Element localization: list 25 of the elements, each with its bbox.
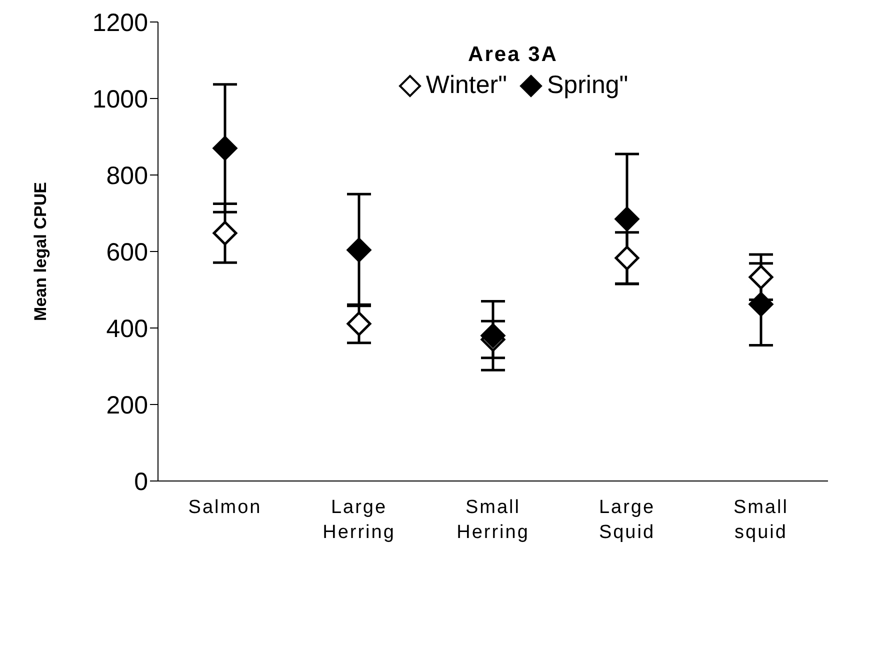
point bbox=[212, 220, 238, 246]
point bbox=[748, 292, 774, 317]
x-tick-label: Large Squid bbox=[598, 497, 656, 543]
x-tick-label: Small Herring bbox=[456, 497, 530, 543]
x-tick-label: Salmon bbox=[188, 497, 262, 518]
point bbox=[212, 136, 238, 160]
point bbox=[614, 206, 640, 232]
y-axis-title: Mean legal CPUE bbox=[31, 182, 50, 321]
y-tick-label: 400 bbox=[106, 314, 148, 343]
point bbox=[346, 238, 372, 262]
point bbox=[346, 312, 372, 336]
y-tick-label: 1000 bbox=[92, 85, 148, 114]
point bbox=[748, 264, 774, 290]
y-tick-label: 800 bbox=[106, 162, 148, 190]
point bbox=[480, 323, 506, 348]
legend-title: Area 3A bbox=[467, 43, 559, 67]
y-tick-label: 0 bbox=[134, 468, 148, 496]
y-tick-label: 200 bbox=[106, 391, 148, 420]
x-tick-label: Small squid bbox=[733, 497, 789, 543]
legend-label: Spring" bbox=[546, 71, 628, 100]
legend-label: Winter" bbox=[424, 71, 507, 100]
y-tick-label: 1200 bbox=[92, 8, 148, 37]
point bbox=[614, 246, 640, 270]
x-tick-label: Large Herring bbox=[322, 497, 396, 543]
y-tick-label: 600 bbox=[106, 238, 148, 266]
